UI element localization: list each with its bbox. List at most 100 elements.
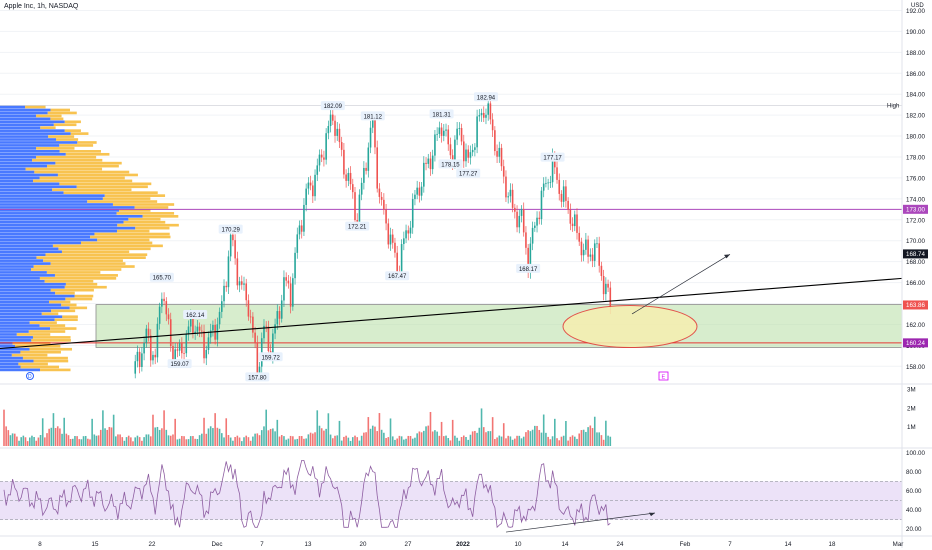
time-tick-label: 22 [149,541,156,548]
vp-up-bar [0,223,118,227]
vp-up-bar [0,324,40,327]
volume-bar [538,429,541,446]
volume-bar [585,431,587,446]
vp-down-bar [55,161,122,165]
price-label-bg [429,109,454,119]
time-tick-label: 15 [92,541,99,548]
price-label-bg [345,221,370,231]
volume-bar [547,436,549,446]
candle-body [531,227,534,244]
vp-down-bar [135,226,170,230]
candle-body [256,342,259,375]
volume-bar [376,431,378,446]
volume-bar [154,427,156,446]
volume-bar [314,432,316,446]
candle-body [480,112,483,116]
candle-body [465,149,467,162]
volume-bar [172,434,174,446]
candle-body [511,189,514,208]
vp-up-bar [0,200,88,203]
candle-body [201,330,203,332]
candle-body [494,130,496,152]
candle-body [296,234,299,253]
volume-bar [232,440,234,446]
candle-body [458,128,461,129]
volume-bar [214,413,216,446]
vp-down-bar [31,268,122,271]
volume-bar [167,435,170,446]
candle-body [491,119,494,131]
vp-up-bar [0,144,60,147]
vp-up-bar [0,327,51,330]
volume-bar [192,436,194,446]
volume-bar [254,433,256,446]
vp-up-bar [0,344,16,348]
candle-body [218,311,221,325]
volume-bar [18,440,20,446]
volume-bar [591,428,594,446]
candle-body [474,147,476,150]
vp-up-bar [0,164,48,168]
volume-bar [9,435,12,446]
vp-down-bar [52,244,163,248]
volume-bar [234,437,236,446]
vp-up-bar [0,350,21,354]
vp-up-bar [0,315,63,319]
rsi-line [3,460,611,529]
volume-bar [3,409,5,446]
volume-bar [418,431,421,446]
volume-bar [545,432,547,446]
candle-body [576,214,578,233]
vp-up-bar [0,312,42,316]
vp-down-bar [119,209,151,212]
vp-up-bar [0,244,53,248]
volume-bar [203,417,205,446]
volume-bar [221,433,223,446]
vp-up-bar [0,282,66,286]
volume-bar [13,433,16,446]
vp-up-bar [0,250,62,254]
vp-up-bar [0,291,56,295]
volume-bar [525,432,527,446]
volume-bar [303,438,305,446]
volume-bar [123,440,126,446]
candle-body [460,128,463,142]
candle-body [529,243,532,273]
candle-body [445,129,447,131]
vp-down-bar [65,282,98,286]
vp-up-bar [0,368,41,372]
price-label: 162.14 [186,313,205,319]
volume-bar [403,439,405,446]
candle-body [423,162,425,187]
vp-up-bar [0,197,103,200]
candle-body [527,247,529,273]
volume-bar [476,432,478,446]
target-ellipse [562,305,698,349]
volume-bar [600,435,603,446]
vp-up-bar [0,173,58,177]
candle-body [143,342,145,354]
candle-body [582,249,585,256]
candle-body [534,225,536,228]
vp-up-bar [0,161,56,165]
price-tick-label: 190.00 [906,29,925,36]
price-label: 168.17 [519,267,538,273]
volume-bar [400,436,403,446]
vp-up-bar [0,347,30,351]
vp-down-bar [36,155,97,159]
volume-bar [78,439,81,446]
volume-bar [374,426,376,446]
volume-bar [385,438,387,446]
volume-bar [209,426,212,446]
vp-down-bar [33,359,69,363]
vp-up-bar [0,309,52,313]
candle-body [507,196,509,198]
candle-body [427,158,430,164]
axis-marker-bg [903,249,928,259]
volume-bar [298,436,301,446]
time-tick-label: Feb [680,541,691,548]
high-label: High [887,103,899,109]
vp-up-bar [0,117,51,121]
volume-bar [520,438,523,446]
